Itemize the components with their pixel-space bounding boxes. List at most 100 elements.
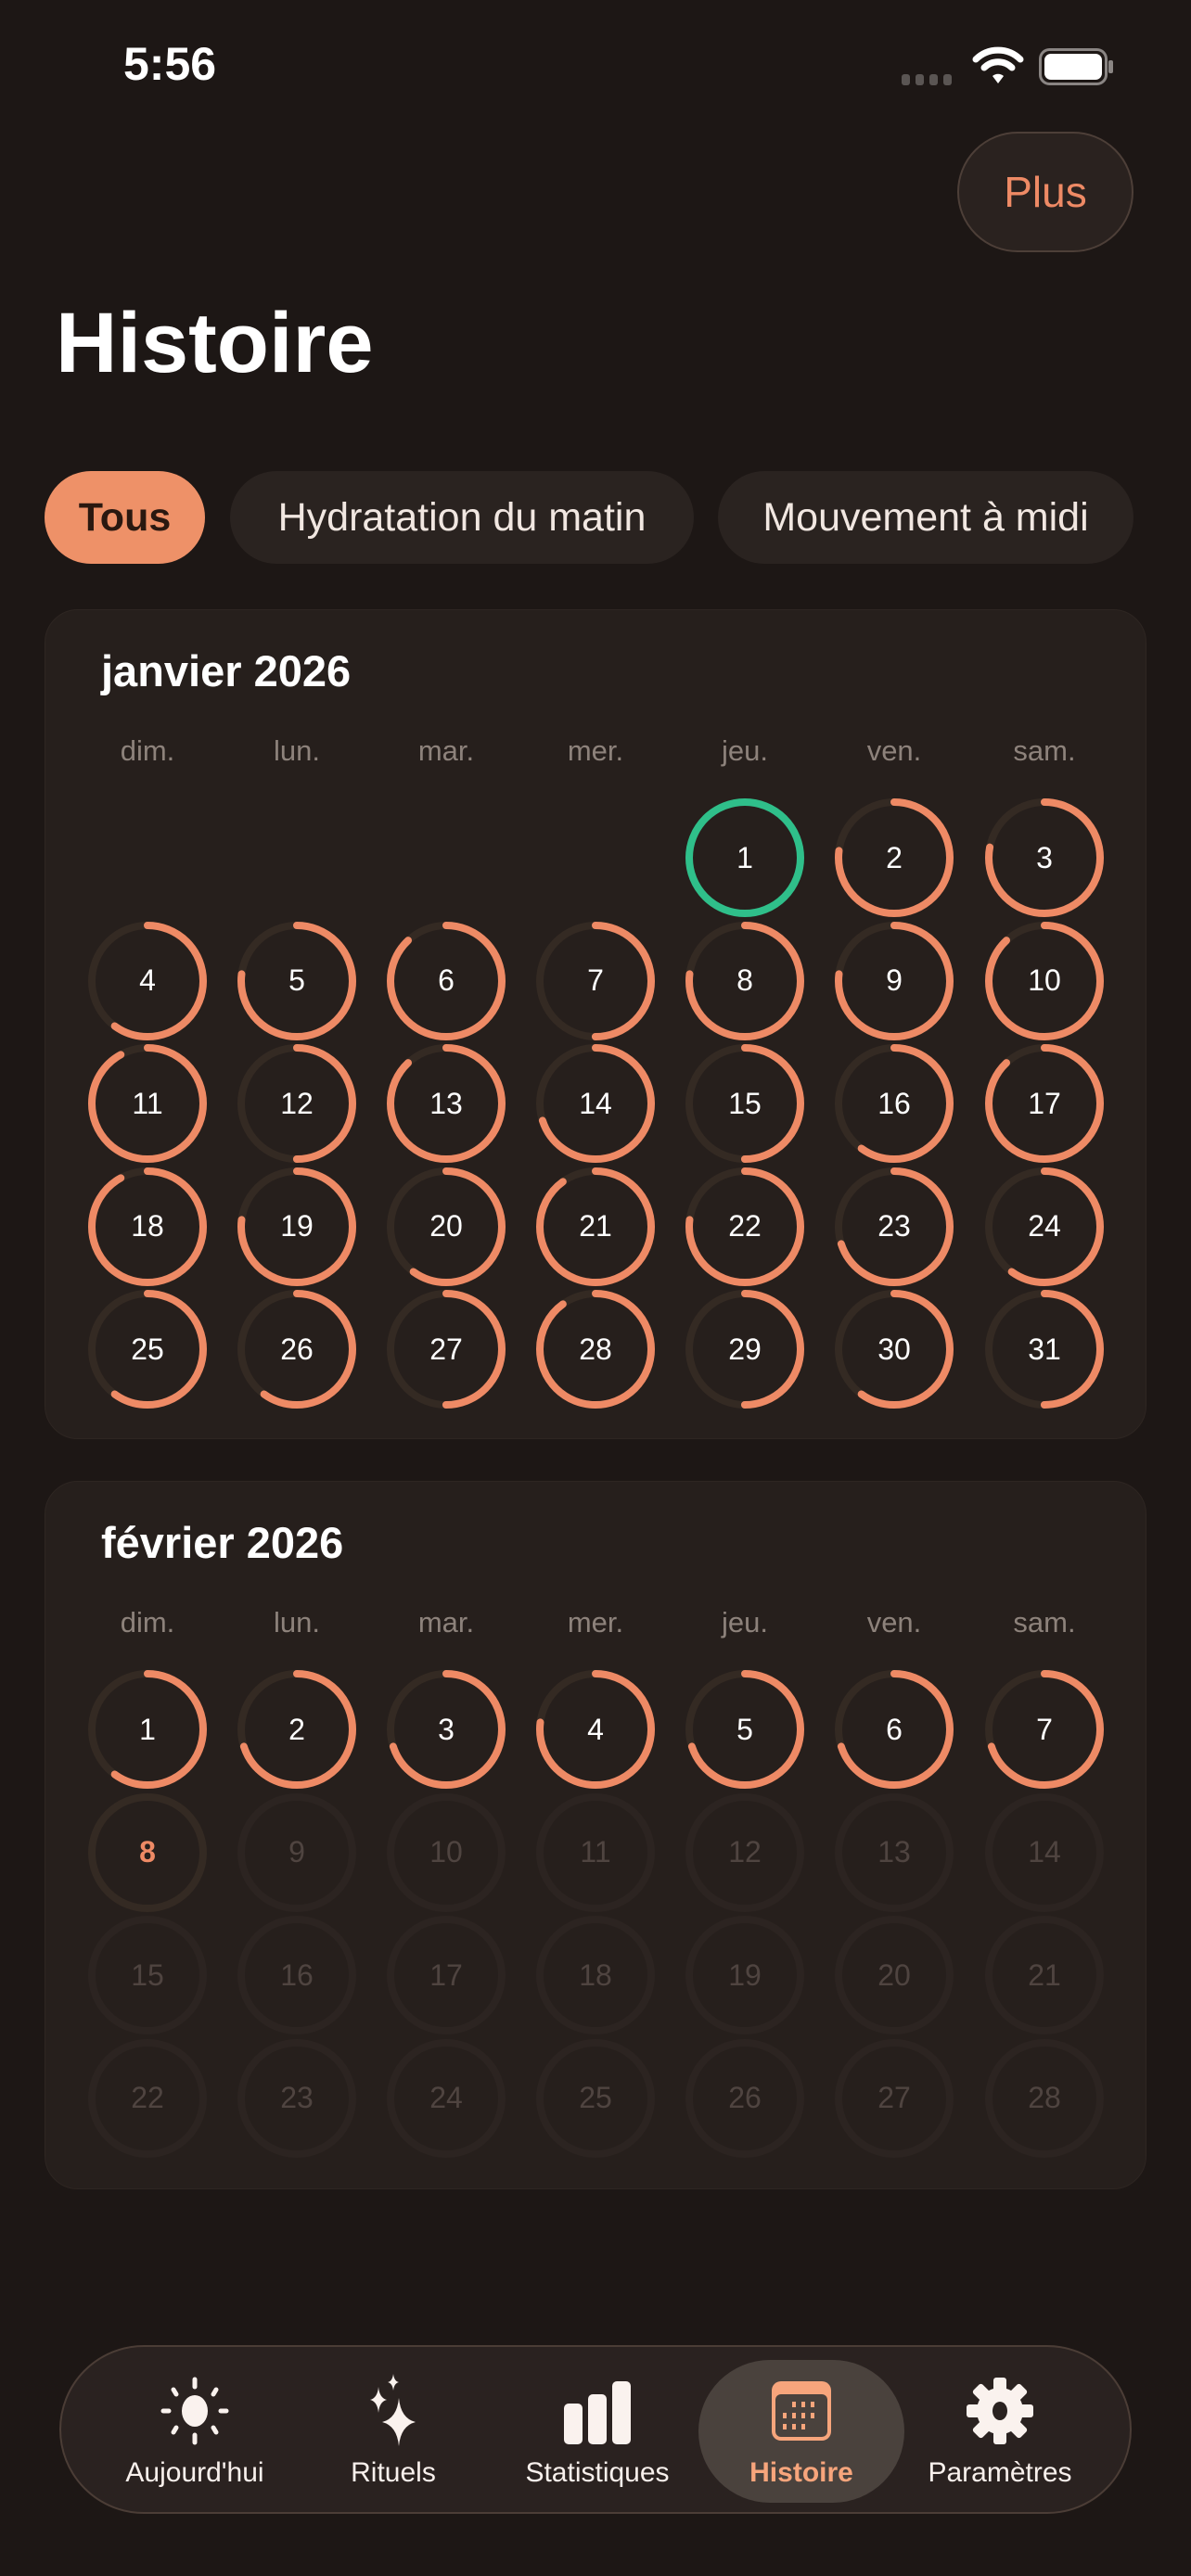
calendar-day[interactable]: 6 bbox=[385, 920, 507, 1042]
calendar-day[interactable]: 20 bbox=[833, 1914, 955, 2036]
calendar-day[interactable]: 5 bbox=[684, 1668, 806, 1791]
calendar-day[interactable]: 10 bbox=[385, 1792, 507, 1914]
calendar-day[interactable]: 8 bbox=[684, 920, 806, 1042]
calendar-day[interactable]: 12 bbox=[684, 1792, 806, 1914]
calendar-day[interactable]: 9 bbox=[236, 1792, 358, 1914]
more-button[interactable]: Plus bbox=[957, 132, 1133, 252]
progress-ring bbox=[387, 1167, 506, 1286]
calendar-day[interactable]: 11 bbox=[86, 1042, 209, 1165]
progress-ring bbox=[88, 2038, 207, 2158]
cellular-signal-icon bbox=[902, 74, 952, 85]
day-number: 13 bbox=[877, 1835, 911, 1868]
calendar-day[interactable]: 27 bbox=[833, 2037, 955, 2160]
calendar-day[interactable]: 10 bbox=[983, 920, 1106, 1042]
calendar-day[interactable]: 17 bbox=[983, 1042, 1106, 1165]
tab-history[interactable]: Histoire bbox=[698, 2360, 904, 2503]
calendar-day[interactable]: 20 bbox=[385, 1166, 507, 1288]
weekday-label: lun. bbox=[274, 734, 320, 767]
calendar-day[interactable]: 18 bbox=[534, 1914, 657, 2036]
calendar-day[interactable]: 23 bbox=[833, 1166, 955, 1288]
tab-label: Histoire bbox=[749, 2457, 853, 2488]
day-number: 4 bbox=[139, 963, 156, 997]
calendar-day[interactable]: 2 bbox=[833, 797, 955, 919]
progress-arc bbox=[88, 1290, 207, 1409]
day-number: 21 bbox=[579, 1209, 612, 1243]
wifi-icon bbox=[972, 46, 1024, 83]
day-number: 18 bbox=[579, 1958, 612, 1992]
calendar-day[interactable]: 31 bbox=[983, 1288, 1106, 1410]
calendar-day[interactable]: 21 bbox=[534, 1166, 657, 1288]
progress-ring bbox=[88, 921, 207, 1040]
day-number: 4 bbox=[587, 1712, 604, 1746]
battery-icon bbox=[1039, 48, 1113, 85]
calendar-day[interactable]: 4 bbox=[86, 920, 209, 1042]
calendar-day[interactable]: 28 bbox=[534, 1288, 657, 1410]
calendar-day[interactable]: 27 bbox=[385, 1288, 507, 1410]
calendar-day[interactable]: 26 bbox=[236, 1288, 358, 1410]
calendar-day[interactable]: 18 bbox=[86, 1166, 209, 1288]
calendar-day[interactable]: 1 bbox=[684, 797, 806, 919]
progress-ring bbox=[835, 2038, 954, 2158]
tab-today[interactable]: Aujourd'hui bbox=[102, 2360, 288, 2503]
calendar-day[interactable]: 7 bbox=[534, 920, 657, 1042]
calendar-day[interactable]: 16 bbox=[833, 1042, 955, 1165]
progress-ring bbox=[88, 1167, 207, 1286]
progress-track bbox=[985, 2038, 1104, 2158]
day-number: 14 bbox=[1028, 1835, 1061, 1868]
progress-arc bbox=[88, 1044, 207, 1163]
calendar-day[interactable]: 22 bbox=[684, 1166, 806, 1288]
filter-chip-midday-movement[interactable]: Mouvement à midi bbox=[718, 471, 1133, 564]
calendar-day[interactable]: 25 bbox=[86, 1288, 209, 1410]
calendar-day[interactable]: 25 bbox=[534, 2037, 657, 2160]
filter-chip-all[interactable]: Tous bbox=[45, 471, 205, 564]
calendar-day[interactable]: 14 bbox=[983, 1792, 1106, 1914]
calendar-day[interactable]: 21 bbox=[983, 1914, 1106, 2036]
calendar-day[interactable]: 28 bbox=[983, 2037, 1106, 2160]
calendar-day[interactable]: 29 bbox=[684, 1288, 806, 1410]
calendar-day[interactable]: 16 bbox=[236, 1914, 358, 2036]
day-number: 16 bbox=[280, 1958, 314, 1992]
calendar-day[interactable]: 14 bbox=[534, 1042, 657, 1165]
calendar-day[interactable]: 6 bbox=[833, 1668, 955, 1791]
calendar-day[interactable]: 24 bbox=[385, 2037, 507, 2160]
calendar-day[interactable]: 2 bbox=[236, 1668, 358, 1791]
calendar-day[interactable]: 23 bbox=[236, 2037, 358, 2160]
progress-ring bbox=[387, 1044, 506, 1163]
progress-ring bbox=[88, 1670, 207, 1789]
progress-ring bbox=[835, 921, 954, 1040]
calendar-day[interactable]: 17 bbox=[385, 1914, 507, 2036]
calendar-day[interactable]: 13 bbox=[833, 1792, 955, 1914]
progress-ring bbox=[536, 1916, 655, 2034]
tab-statistics[interactable]: Statistiques bbox=[505, 2360, 690, 2503]
day-number: 20 bbox=[877, 1958, 911, 1992]
calendar-day[interactable]: 8 bbox=[86, 1792, 209, 1914]
calendar-day[interactable]: 15 bbox=[684, 1042, 806, 1165]
tab-rituals[interactable]: Rituels bbox=[301, 2360, 486, 2503]
calendar-day[interactable]: 3 bbox=[385, 1668, 507, 1791]
calendar-day[interactable]: 4 bbox=[534, 1668, 657, 1791]
calendar-day[interactable]: 11 bbox=[534, 1792, 657, 1914]
day-number: 27 bbox=[429, 1332, 463, 1366]
day-number: 5 bbox=[288, 963, 305, 997]
weekday-label: jeu. bbox=[722, 1606, 768, 1639]
calendar-day[interactable]: 22 bbox=[86, 2037, 209, 2160]
calendar-day[interactable]: 30 bbox=[833, 1288, 955, 1410]
progress-track bbox=[387, 1916, 506, 2034]
day-number: 10 bbox=[1028, 963, 1061, 997]
calendar-day[interactable]: 12 bbox=[236, 1042, 358, 1165]
calendar-day[interactable]: 5 bbox=[236, 920, 358, 1042]
filter-chip-morning-hydration[interactable]: Hydratation du matin bbox=[230, 471, 694, 564]
calendar-day[interactable]: 1 bbox=[86, 1668, 209, 1791]
calendar-day[interactable]: 15 bbox=[86, 1914, 209, 2036]
calendar-day[interactable]: 19 bbox=[236, 1166, 358, 1288]
calendar-day[interactable]: 26 bbox=[684, 2037, 806, 2160]
calendar-day[interactable]: 13 bbox=[385, 1042, 507, 1165]
progress-track bbox=[985, 1792, 1104, 1912]
calendar-day[interactable]: 19 bbox=[684, 1914, 806, 2036]
calendar-day[interactable]: 24 bbox=[983, 1166, 1106, 1288]
sun-icon bbox=[160, 2377, 229, 2445]
calendar-day[interactable]: 3 bbox=[983, 797, 1106, 919]
calendar-day[interactable]: 9 bbox=[833, 920, 955, 1042]
tab-settings[interactable]: Paramètres bbox=[907, 2360, 1093, 2503]
calendar-day[interactable]: 7 bbox=[983, 1668, 1106, 1791]
